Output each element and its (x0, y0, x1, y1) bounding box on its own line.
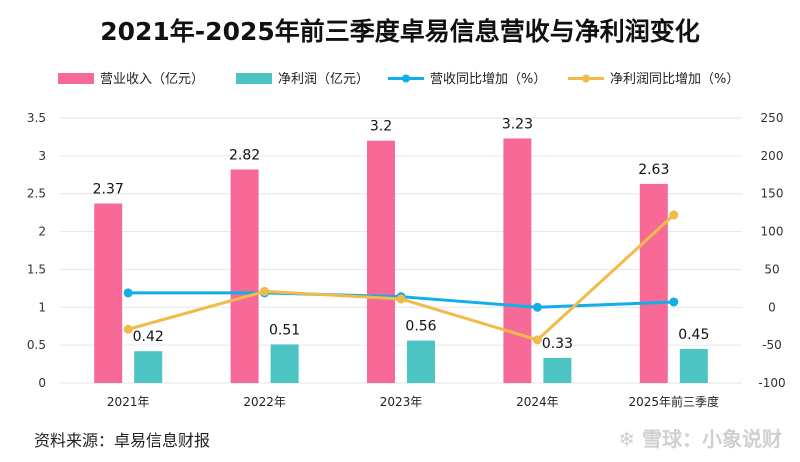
bar-revenue (503, 138, 532, 383)
bar-net-profit (407, 340, 435, 383)
bar-net-profit (134, 351, 163, 383)
profit-growth-line (127, 213, 675, 342)
right-tick-label: 0 (768, 300, 776, 314)
bar-net-profit (543, 358, 572, 383)
bar-net-profit (679, 348, 708, 383)
bar-data-label: 0.51 (269, 322, 300, 338)
bar-data-label: 2.37 (93, 182, 124, 198)
legend-label: 营收同比增加（%） (430, 72, 546, 87)
right-tick-label: 100 (761, 225, 784, 239)
right-tick-label: 250 (761, 111, 784, 125)
left-tick-label: 2 (38, 225, 46, 239)
bar-data-label: 2.63 (638, 162, 669, 178)
bar-revenue (230, 169, 259, 383)
source-note: 资料来源：卓易信息财报 (34, 431, 210, 450)
category-label: 2024年 (516, 395, 559, 409)
left-tick-label: 2.5 (27, 187, 46, 201)
bar-data-label: 0.45 (678, 327, 709, 343)
legend-label: 营业收入（亿元） (100, 72, 204, 87)
category-label: 2022年 (243, 395, 286, 409)
right-tick-label: 150 (761, 187, 784, 201)
lines (123, 210, 679, 345)
left-tick-label: 3 (38, 149, 46, 163)
category-axis: 2021年 2022年 2023年 2024年 2025年前三季度 (107, 394, 719, 409)
legend: 营业收入（亿元） 净利润（亿元） 营收同比增加（%） 净利润同比增加（%） (58, 72, 739, 87)
category-label: 2025年前三季度 (629, 394, 720, 409)
bars: 2.37 2.82 3.2 3.23 2.63 0.42 0.51 0.56 0.33 0.45 (93, 116, 709, 383)
gridlines (60, 117, 742, 384)
bar-revenue (639, 183, 668, 383)
legend-label: 净利润（亿元） (278, 72, 369, 87)
bar-data-label: 3.2 (370, 119, 392, 135)
profit-growth-point (396, 294, 406, 304)
legend-swatch-point (402, 74, 410, 83)
bar-data-label: 0.56 (405, 319, 436, 335)
bar-data-label: 3.23 (502, 116, 533, 132)
right-axis: -100 -50 0 50 100 150 200 250 (758, 111, 785, 390)
legend-swatch (236, 73, 272, 84)
right-tick-label: 200 (761, 149, 784, 163)
watermark: ❄ 雪球：小象说财 (618, 427, 782, 451)
bar-net-profit (270, 344, 299, 383)
legend-swatch (58, 73, 94, 84)
profit-growth-point (123, 324, 133, 334)
bar-data-label: 0.42 (133, 329, 164, 345)
revenue-growth-point (532, 302, 542, 312)
profit-growth-point (532, 335, 542, 345)
right-tick-label: -100 (758, 376, 785, 390)
revenue-growth-point (669, 297, 679, 307)
left-tick-label: 0 (38, 376, 46, 390)
bar-data-label: 2.82 (229, 147, 260, 163)
bar-data-label: 0.33 (542, 336, 573, 352)
profit-growth-point (669, 210, 679, 220)
revenue-growth-point (123, 288, 133, 298)
profit-growth-point (260, 286, 270, 296)
left-tick-label: 1.5 (27, 262, 46, 276)
left-tick-label: 3.5 (27, 111, 46, 125)
right-tick-label: -50 (762, 338, 782, 352)
bar-revenue (367, 140, 395, 383)
category-label: 2021年 (107, 395, 150, 409)
category-label: 2023年 (380, 395, 423, 409)
left-tick-label: 1 (38, 300, 46, 314)
left-tick-label: 0.5 (27, 338, 46, 352)
left-axis: 0 0.5 1 1.5 2 2.5 3 3.5 (27, 111, 46, 390)
bar-revenue (94, 203, 123, 383)
legend-swatch-point (582, 74, 590, 83)
chart-title: 2021年-2025年前三季度卓易信息营收与净利润变化 (100, 17, 700, 46)
legend-label: 净利润同比增加（%） (610, 72, 739, 87)
right-tick-label: 50 (764, 262, 779, 276)
